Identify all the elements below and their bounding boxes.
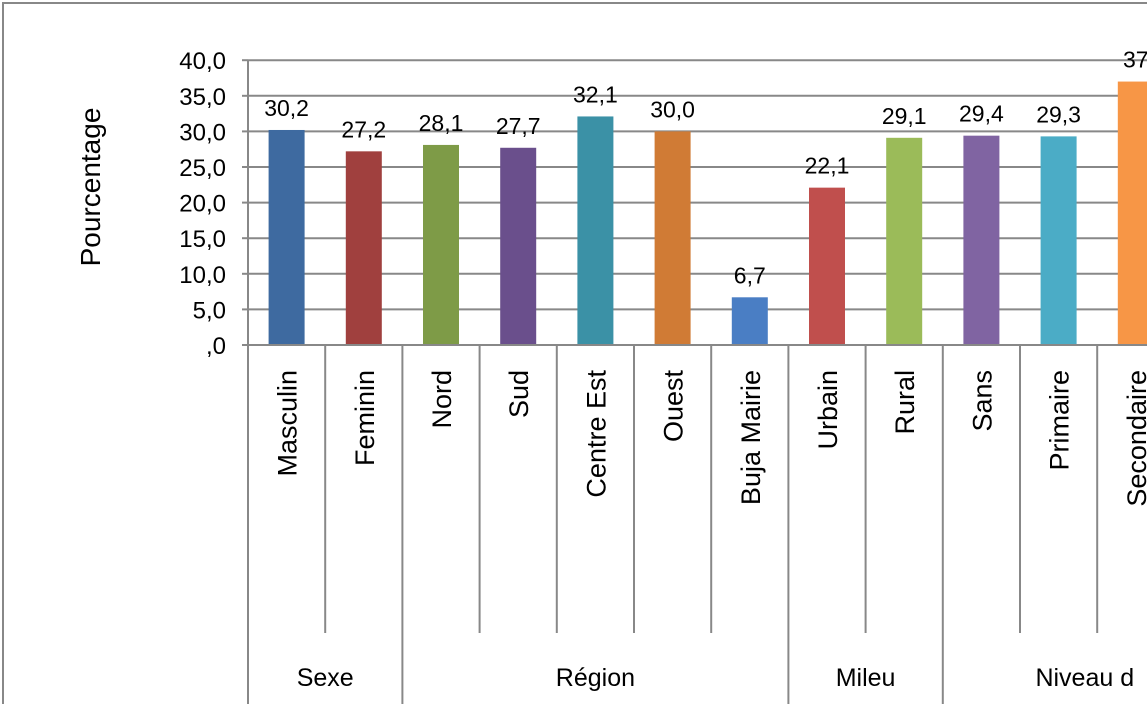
data-label: 29,3 bbox=[1036, 101, 1081, 127]
bar bbox=[345, 151, 382, 345]
y-tick-label: 25,0 bbox=[179, 155, 226, 182]
x-tick-label: Masculin bbox=[273, 370, 303, 477]
category-labels: Masculin Feminin Nord Sud Centre Est Ouest Buj… bbox=[273, 370, 1147, 507]
group-labels: Sexe Région Mileu Niveau d bbox=[297, 664, 1134, 692]
bar bbox=[1117, 81, 1147, 345]
x-tick-label: Urbain bbox=[813, 370, 843, 450]
data-label: 29,1 bbox=[882, 103, 927, 129]
data-label: 28,1 bbox=[419, 110, 464, 136]
data-label: 32,1 bbox=[573, 81, 618, 107]
bar bbox=[268, 129, 305, 345]
axes bbox=[242, 59, 1147, 704]
bar bbox=[809, 187, 845, 345]
x-tick-label: Feminin bbox=[350, 370, 380, 466]
y-tick-label: 15,0 bbox=[179, 226, 226, 253]
group-label: Niveau d bbox=[1035, 664, 1134, 692]
y-tick-label: 10,0 bbox=[179, 262, 226, 289]
group-label: Sexe bbox=[297, 664, 354, 692]
bar bbox=[963, 135, 1000, 345]
x-tick-label: Sans bbox=[967, 370, 997, 432]
group-label: Région bbox=[556, 664, 635, 692]
y-tick-label: ,0 bbox=[206, 333, 226, 360]
data-label: 27,7 bbox=[496, 113, 541, 139]
y-tick-label: 5,0 bbox=[193, 297, 226, 324]
data-label: 29,4 bbox=[959, 101, 1004, 127]
bar bbox=[423, 144, 459, 345]
x-tick-label: Nord bbox=[427, 370, 457, 429]
y-tick-label: 20,0 bbox=[179, 191, 226, 218]
x-tick-label: Ouest bbox=[659, 370, 689, 443]
data-label: 37 bbox=[1123, 47, 1147, 73]
bar bbox=[1040, 136, 1077, 345]
x-tick-label: Primaire bbox=[1045, 370, 1075, 471]
x-tick-label: Sud bbox=[504, 370, 534, 418]
y-tick-label: 40,0 bbox=[179, 48, 226, 75]
bar bbox=[654, 131, 691, 345]
y-axis-title: Pourcentage bbox=[75, 108, 106, 267]
data-label: 30,2 bbox=[264, 95, 309, 121]
y-tick-label: 30,0 bbox=[179, 119, 226, 146]
x-tick-label: Centre Est bbox=[581, 370, 611, 498]
x-tick-label: Rural bbox=[890, 370, 920, 435]
data-label: 27,2 bbox=[341, 116, 386, 142]
x-tick-label: Secondaire bbox=[1122, 370, 1147, 507]
data-label: 22,1 bbox=[805, 153, 850, 179]
data-label: 6,7 bbox=[734, 262, 766, 288]
bar bbox=[500, 147, 537, 345]
data-labels: 30,2 27,2 28,1 27,7 32,1 30,0 6,7 22,1 29,1 29,4 2… bbox=[264, 47, 1147, 289]
bars bbox=[268, 81, 1147, 345]
bar bbox=[886, 137, 923, 345]
y-tick-label: 35,0 bbox=[179, 84, 226, 111]
gridlines bbox=[248, 59, 1147, 311]
x-tick-label: Buja Mairie bbox=[736, 370, 766, 505]
y-tick-labels: ,0 5,0 10,0 15,0 20,0 25,0 30,0 35,0 40,0 bbox=[179, 48, 226, 360]
bar bbox=[731, 297, 768, 345]
bar bbox=[577, 116, 614, 345]
data-label: 30,0 bbox=[650, 96, 695, 122]
group-label: Mileu bbox=[836, 664, 896, 692]
